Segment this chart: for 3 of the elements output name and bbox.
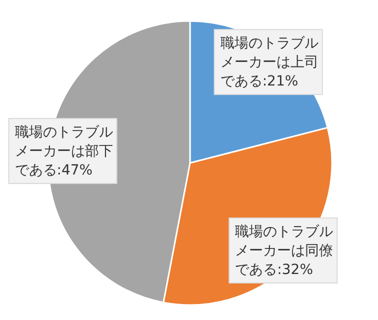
slice-label: 職場のトラブルメーカーは同僚である:32%: [235, 224, 334, 278]
slice-label: 職場のトラブルメーカーは部下である:47%: [14, 124, 113, 178]
slice-label: 職場のトラブルメーカーは上司である:21%: [220, 36, 318, 90]
